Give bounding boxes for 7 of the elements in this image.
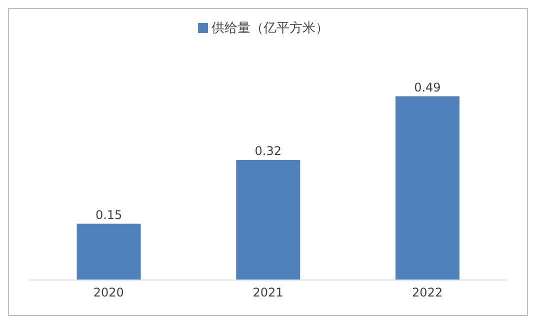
x-tick-label: 2022	[412, 286, 443, 300]
x-tick-label: 2021	[252, 286, 284, 300]
x-tick-label: 2020	[93, 286, 124, 300]
data-label: 0.15	[95, 208, 122, 222]
data-label: 0.49	[414, 80, 441, 94]
data-label: 0.32	[254, 144, 282, 158]
legend-label: 供给量（亿平方米）	[212, 21, 328, 36]
